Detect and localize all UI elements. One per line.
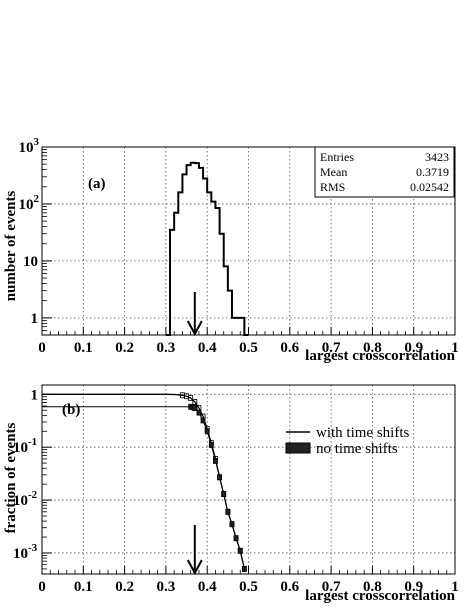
y-tick-label: 10-1	[13, 436, 37, 456]
point-no-time-shifts	[233, 535, 239, 542]
panel-a-y-tick-labels: 1 10 102 103	[19, 136, 40, 327]
point-with-time-shifts	[188, 395, 194, 401]
histogram-bin	[187, 165, 191, 335]
histogram-bin	[174, 213, 178, 335]
point-no-time-shifts	[200, 417, 206, 424]
panel-a-ylabel: number of events	[3, 191, 19, 302]
point-no-time-shifts	[217, 474, 222, 481]
x-tick-label: 0.4	[198, 340, 217, 356]
legend-entry-with-time-shifts: with time shifts	[316, 425, 409, 441]
panel-b-frame	[41, 384, 456, 575]
panel-a-xlabel: largest crosscorrelation	[305, 348, 455, 364]
y-tick-label: 102	[19, 193, 40, 213]
y-tick-label: 10	[23, 254, 38, 270]
histogram-bin	[207, 192, 211, 335]
point-no-time-shifts	[225, 508, 231, 515]
histogram-bin	[220, 234, 224, 335]
stats-mean-value: 0.3719	[416, 165, 449, 179]
x-tick-label: 0.2	[115, 340, 134, 356]
series-no-time-shifts	[42, 406, 245, 570]
stats-entries-value: 3423	[425, 150, 449, 164]
point-no-time-shifts	[204, 428, 210, 435]
panel-b: 0 0.1 0.2 0.3 0.4 0.5 0.6 0.7 0.8 0.9 1 110-110-21…	[3, 384, 459, 604]
panel-a-histogram	[165, 161, 249, 336]
x-tick-label: 0.8	[363, 579, 382, 595]
x-tick-label: 0.1	[74, 340, 93, 356]
x-tick-label: 0.7	[322, 579, 341, 595]
histogram-bin	[203, 178, 207, 335]
panel-b-xlabel: largest crosscorrelation	[305, 588, 455, 604]
histogram-bin	[236, 318, 240, 335]
y-tick-label: 10-3	[13, 542, 38, 562]
x-tick-label: 0.8	[363, 340, 382, 356]
stats-rms-value: 0.02542	[410, 180, 449, 194]
histogram-line	[165, 161, 249, 336]
point-no-time-shifts	[229, 521, 235, 528]
panel-a-frame	[41, 146, 456, 336]
x-tick-label: 0.2	[115, 579, 134, 595]
x-tick-label: 0.9	[404, 340, 423, 356]
y-tick-label: 1	[31, 387, 39, 403]
panel-a-x-tick-labels: 0 0.1 0.2 0.3 0.4 0.5 0.6 0.7 0.8 0.9 1	[38, 340, 459, 356]
panel-b-label: (b)	[62, 402, 80, 418]
histogram-bin	[215, 208, 219, 335]
panel-a: 0 0.1 0.2 0.3 0.4 0.5 0.6 0.7 0.8 0.9 1 110102103 …	[3, 136, 459, 364]
panel-b-marker-arrow	[186, 525, 203, 576]
stats-box-frame	[314, 146, 455, 198]
x-tick-label: 0.5	[239, 579, 258, 595]
marker-arrow-head	[186, 320, 203, 337]
legend-swatch-no-time-shifts	[285, 442, 311, 454]
point-no-time-shifts	[192, 405, 198, 411]
histogram-bin	[240, 318, 244, 335]
series-with-time-shifts	[42, 393, 246, 570]
x-tick-label: 0.9	[404, 579, 423, 595]
x-tick-label: 0.7	[322, 340, 341, 356]
x-tick-label: 0.5	[239, 340, 258, 356]
stats-box: Entries 3423 Mean 0.3719 RMS 0.02542	[314, 146, 455, 198]
x-tick-label: 0.4	[198, 579, 217, 595]
histogram-bin	[182, 174, 186, 335]
point-no-time-shifts	[213, 458, 218, 464]
legend: with time shifts no time shifts	[285, 425, 409, 457]
histogram-bin	[178, 192, 182, 335]
x-tick-label: 1	[451, 579, 459, 595]
panel-b-x-tick-labels: 0 0.1 0.2 0.3 0.4 0.5 0.6 0.7 0.8 0.9 1	[38, 579, 459, 595]
histogram-bin	[170, 230, 174, 335]
histogram-bin	[211, 202, 215, 335]
marker-arrow-head	[186, 559, 203, 576]
point-no-time-shifts	[241, 565, 247, 572]
x-tick-label: 1	[451, 340, 459, 356]
stats-mean-label: Mean	[320, 165, 347, 179]
x-tick-label: 0.6	[280, 579, 299, 595]
y-tick-label: 1	[31, 311, 39, 327]
x-tick-label: 0	[38, 579, 46, 595]
x-tick-label: 0	[38, 340, 46, 356]
legend-entry-no-time-shifts: no time shifts	[316, 441, 398, 457]
panel-b-grid	[42, 385, 455, 574]
point-no-time-shifts	[237, 547, 243, 554]
panel-a-label: (a)	[88, 176, 106, 192]
panel-b-ylabel: fraction of events	[3, 422, 19, 533]
point-no-time-shifts	[221, 491, 227, 497]
histogram-bin	[224, 266, 228, 335]
y-tick-label: 10-2	[13, 489, 38, 509]
histogram-bin	[228, 291, 232, 335]
stats-entries-label: Entries	[320, 150, 354, 164]
stats-rms-label: RMS	[320, 180, 345, 194]
point-no-time-shifts	[196, 409, 202, 416]
histogram-bin	[199, 168, 203, 335]
x-tick-label: 0.3	[157, 579, 176, 595]
panel-b-y-tick-labels: 1 10-1 10-2 10-3	[13, 387, 38, 562]
x-tick-label: 0.6	[280, 340, 299, 356]
panel-a-marker-arrow	[186, 292, 203, 337]
point-no-time-shifts	[208, 442, 214, 448]
panel-b-series	[42, 392, 247, 572]
histogram-bin	[232, 318, 236, 335]
x-tick-label: 0.3	[157, 340, 176, 356]
y-tick-label: 103	[19, 136, 40, 156]
x-tick-label: 0.1	[74, 579, 93, 595]
